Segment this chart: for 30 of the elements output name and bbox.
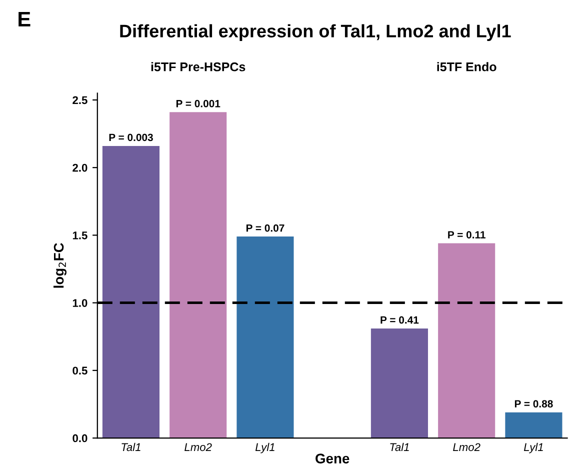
x-tick-label: Lmo2	[184, 443, 212, 452]
text: i5TF Pre-HSPCs	[151, 62, 246, 72]
y-tick-label: 2.5	[72, 96, 88, 104]
y-tick-label: 1.5	[72, 232, 88, 240]
y-tick-label: 0.0	[72, 434, 88, 442]
bar	[170, 112, 227, 438]
x-axis-title: Gene	[316, 454, 350, 464]
text: i5TF Endo	[437, 62, 496, 72]
y-tick-label: 1.0	[72, 299, 88, 307]
bar	[370, 328, 428, 438]
bar	[438, 243, 496, 438]
y-tick-label: 0.5	[72, 366, 88, 375]
annotation: P = 0.41	[380, 316, 419, 324]
text: E	[18, 12, 30, 26]
bar	[505, 412, 562, 438]
annotation: P = 0.11	[448, 231, 486, 238]
annotation: P = 0.07	[246, 224, 284, 232]
annotation: P = 0.001	[176, 100, 220, 108]
chart-title: Differential expression of Tal1, Lmo2 and Lyl1	[120, 24, 511, 42]
y-tick-label: 2.0	[72, 164, 88, 172]
bar	[102, 146, 160, 438]
annotation: P = 0.88	[514, 400, 553, 408]
annotation: P = 0.003	[109, 134, 153, 142]
x-tick-label: Tal1	[122, 442, 140, 452]
x-tick-label: Lmo2	[453, 443, 480, 452]
x-tick-label: Lyl1	[524, 442, 543, 454]
x-tick-label: Tal1	[390, 442, 409, 452]
bar	[236, 236, 294, 438]
x-tick-label: Lyl1	[255, 442, 274, 454]
y-axis-title: log$_{2}$FC	[53, 243, 66, 288]
